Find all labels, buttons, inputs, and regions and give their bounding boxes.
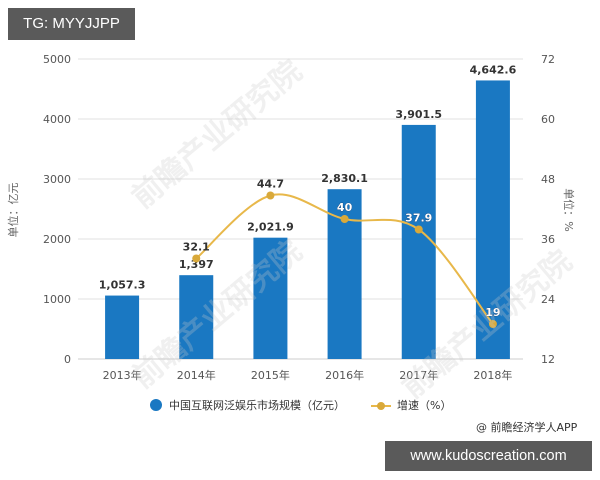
bar-series: 1,057.3 1,397 2,021.9 2,830.1 3,901.5 4,642.6 [99, 63, 517, 359]
line-value-label: 32.1 [183, 241, 210, 254]
gridlines [78, 58, 523, 300]
legend: 中国互联网泛娱乐市场规模（亿元） 增速（%） [150, 397, 451, 413]
right-axis-ticks: 12 24 36 48 60 72 [541, 53, 555, 366]
x-axis-tick-label: 2014年 [177, 368, 216, 382]
right-axis-tick-label: 12 [541, 353, 555, 366]
line-series: 32.1 44.7 40 37.9 19 [183, 178, 501, 328]
line-marker [414, 225, 423, 234]
source-credit: @ 前瞻经济学人APP [476, 421, 578, 434]
left-axis-tick-label: 1000 [43, 293, 71, 306]
line-value-label: 37.9 [405, 212, 432, 225]
left-axis-tick-label: 5000 [43, 53, 71, 66]
line-value-label: 19 [485, 306, 500, 319]
line-marker [192, 254, 201, 263]
left-axis-title: 单位：亿元 [6, 183, 20, 238]
right-axis-tick-label: 24 [541, 293, 555, 306]
bar [105, 295, 140, 359]
line-marker [488, 320, 497, 328]
x-axis-tick-label: 2018年 [473, 368, 512, 382]
bar-value-label: 2,021.9 [247, 221, 294, 234]
bar [179, 275, 214, 359]
right-axis-tick-label: 60 [541, 113, 555, 126]
legend-bar-label: 中国互联网泛娱乐市场规模（亿元） [169, 399, 345, 412]
x-axis-tick-label: 2015年 [251, 368, 290, 382]
top-overlay-tag: TG: MYYJJPP [8, 8, 135, 40]
line-marker [340, 215, 349, 223]
right-axis-tick-label: 48 [541, 173, 555, 186]
bottom-overlay-tag: www.kudoscreation.com [385, 441, 592, 471]
left-axis-tick-label: 3000 [43, 173, 71, 186]
bar-value-label: 2,830.1 [321, 172, 368, 185]
bar [401, 124, 436, 359]
left-axis-tick-label: 2000 [43, 233, 71, 246]
right-axis-tick-label: 36 [541, 233, 555, 246]
left-axis-tick-label: 0 [64, 353, 71, 366]
bar-value-label: 1,057.3 [99, 279, 146, 292]
left-axis-ticks: 0 1000 2000 3000 4000 5000 [43, 53, 71, 366]
right-axis-title: 单位：% [562, 188, 576, 231]
right-axis-tick-label: 72 [541, 53, 555, 66]
legend-line-icon [371, 399, 391, 411]
x-axis-tick-label: 2013年 [103, 368, 142, 382]
legend-line-label: 增速（%） [397, 399, 452, 412]
bar-value-label: 3,901.5 [395, 108, 442, 121]
x-axis-tick-label: 2016年 [325, 368, 364, 382]
x-axis-ticks: 2013年 2014年 2015年 2016年 2017年 2018年 [103, 368, 513, 382]
bar [253, 237, 288, 359]
bar [475, 80, 510, 359]
line-value-label: 44.7 [257, 178, 284, 191]
x-axis-tick-label: 2017年 [399, 368, 438, 382]
bar-value-label: 1,397 [179, 258, 214, 271]
line-value-label: 40 [337, 201, 353, 214]
left-axis-tick-label: 4000 [43, 113, 71, 126]
line-marker [266, 191, 275, 200]
legend-bar-icon [150, 399, 162, 411]
bar-value-label: 4,642.6 [470, 63, 517, 76]
